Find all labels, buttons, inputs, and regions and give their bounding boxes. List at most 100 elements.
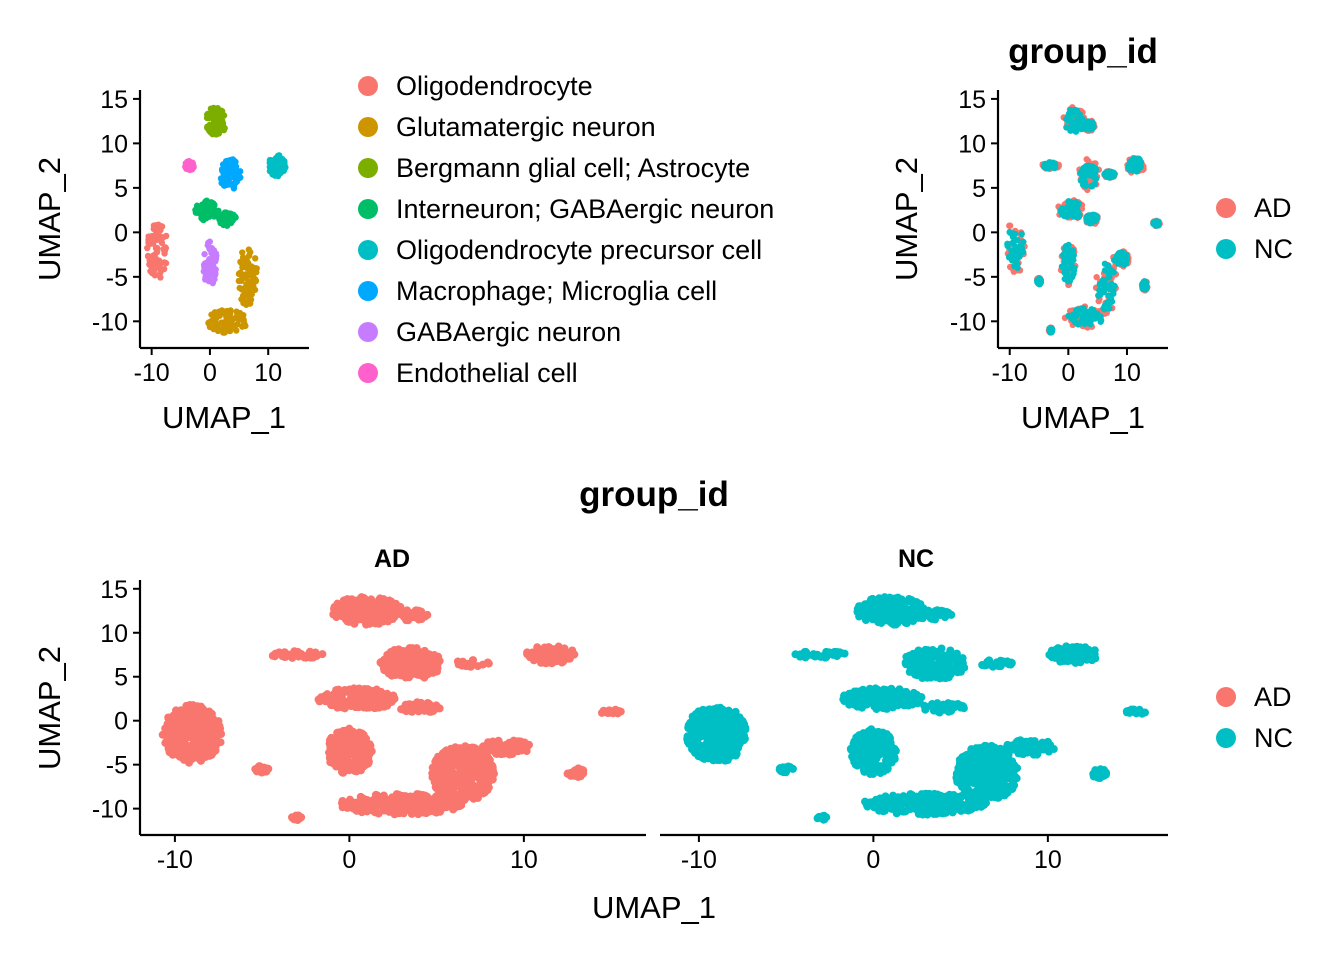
data-point — [1013, 247, 1020, 254]
data-point — [252, 255, 259, 262]
legend-key — [1216, 239, 1236, 259]
data-point — [1121, 258, 1129, 265]
data-point — [348, 686, 357, 695]
data-point — [240, 316, 247, 324]
legend-key — [358, 199, 378, 219]
data-point — [1089, 119, 1096, 126]
data-point — [417, 797, 426, 806]
data-point — [351, 599, 360, 608]
data-point — [189, 701, 198, 710]
data-point — [1106, 273, 1113, 281]
data-point — [699, 723, 708, 732]
data-point — [207, 129, 215, 136]
y-tick-label: -10 — [950, 308, 986, 336]
data-point — [304, 653, 313, 662]
data-point — [325, 748, 334, 757]
data-point — [1061, 259, 1069, 267]
data-point — [266, 156, 274, 164]
data-point — [1100, 279, 1107, 287]
data-point — [1092, 175, 1100, 182]
data-point — [483, 658, 492, 667]
data-point — [161, 738, 170, 747]
data-point — [1091, 165, 1098, 172]
legend-key — [358, 363, 378, 383]
data-point — [1116, 260, 1123, 267]
data-point — [1126, 166, 1133, 173]
data-point — [937, 606, 946, 615]
y-tick-label: 0 — [114, 219, 128, 247]
data-point — [157, 274, 164, 281]
data-point — [927, 608, 936, 617]
legend-label: Oligodendrocyte — [396, 71, 593, 101]
data-point — [374, 606, 383, 615]
data-point — [903, 606, 912, 615]
data-point — [337, 746, 346, 755]
data-point — [1105, 262, 1112, 270]
data-point — [1136, 163, 1144, 170]
data-point — [174, 744, 183, 753]
data-point — [395, 650, 404, 659]
data-point — [414, 652, 423, 661]
data-point — [211, 746, 220, 755]
legend-label: Glutamatergic neuron — [396, 112, 656, 142]
data-point — [1079, 314, 1087, 321]
data-point — [162, 232, 170, 240]
data-point — [1131, 155, 1138, 163]
data-point — [199, 201, 206, 208]
legend-label: AD — [1254, 193, 1292, 223]
data-point — [436, 803, 445, 812]
plot-title: group_id — [579, 475, 729, 514]
legend-key — [358, 322, 378, 342]
data-point — [1101, 267, 1109, 274]
data-point — [998, 657, 1007, 666]
data-point — [924, 659, 933, 668]
data-point — [1108, 267, 1115, 274]
data-point — [691, 710, 700, 719]
data-point — [179, 723, 188, 732]
data-point — [953, 668, 962, 677]
data-point — [221, 329, 229, 336]
data-point — [366, 602, 375, 611]
data-point — [407, 809, 416, 818]
data-point — [160, 246, 167, 253]
data-point — [359, 730, 368, 739]
data-point — [395, 663, 404, 672]
data-point — [233, 308, 240, 315]
data-point — [183, 158, 191, 166]
data-point — [1070, 120, 1077, 128]
data-point — [182, 746, 191, 755]
data-point — [210, 104, 217, 112]
data-point — [1087, 315, 1095, 323]
data-point — [386, 670, 395, 679]
data-point — [376, 658, 385, 667]
data-point — [149, 252, 157, 259]
data-point — [434, 779, 443, 788]
data-point — [693, 745, 702, 754]
data-point — [1058, 210, 1066, 218]
data-point — [934, 667, 943, 676]
legend-key — [358, 281, 378, 301]
data-point — [1009, 252, 1017, 259]
data-point — [396, 670, 405, 679]
data-point — [891, 620, 900, 629]
data-point — [196, 704, 205, 713]
data-point — [1046, 325, 1054, 332]
data-point — [431, 664, 440, 673]
data-point — [1108, 170, 1115, 177]
data-point — [1090, 650, 1099, 659]
data-point — [208, 714, 217, 723]
y-tick-label: -10 — [92, 308, 128, 336]
data-point — [916, 600, 925, 609]
data-point — [351, 733, 360, 742]
data-point — [388, 796, 397, 805]
data-point — [150, 225, 157, 233]
data-point — [245, 246, 252, 253]
data-point — [1070, 654, 1079, 663]
ad-points — [158, 593, 625, 825]
data-point — [331, 699, 340, 708]
data-point — [1077, 305, 1085, 313]
